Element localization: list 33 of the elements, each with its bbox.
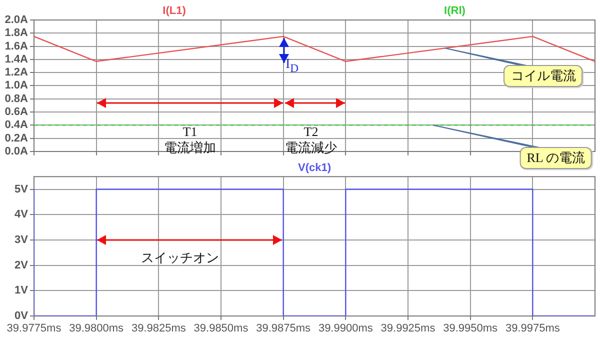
series-label: V(ck1): [298, 162, 332, 174]
x-tick-label: 39.9925ms: [380, 322, 436, 335]
y-tick-label: 1.6A: [4, 40, 28, 52]
text: I(Rl): [444, 5, 466, 17]
y-tick-label: 3V: [14, 234, 29, 246]
annotation: I$_{D}$: [285, 57, 299, 77]
y-tick-label: 0.6A: [4, 106, 28, 118]
annotation: スイッチオン: [141, 250, 219, 266]
y-tick-label: 0.2A: [4, 132, 28, 144]
y-tick-label: 4V: [14, 208, 29, 221]
x-tick-label: 39.9950ms: [443, 322, 498, 335]
y-tick-label: 1.8A: [4, 27, 28, 40]
y-tick-label: 0V: [14, 310, 29, 322]
y-tick-label: 1V: [14, 284, 29, 297]
y-tick-label: 0.8A: [4, 92, 28, 105]
x-tick-label: 39.9975ms: [505, 322, 560, 335]
x-tick-label: 39.9875ms: [256, 322, 312, 335]
y-tick-label: 2V: [14, 259, 29, 272]
y-tick-label: 1.0A: [4, 80, 28, 92]
annotation: RL の電流: [520, 147, 592, 170]
y-tick-label: 1.2A: [4, 66, 28, 79]
y-tick-label: 1.4A: [4, 53, 28, 66]
y-tick-label: 0.0A: [4, 145, 28, 158]
x-tick-label: 39.9775ms: [6, 322, 62, 335]
x-tick-label: 39.9825ms: [131, 322, 186, 335]
y-tick-label: 5V: [14, 183, 29, 196]
y-tick-label: 2.0A: [4, 14, 28, 26]
x-tick-label: 39.9800ms: [69, 322, 124, 335]
text: I(L1): [162, 5, 186, 17]
y-tick-label: 0.4A: [4, 119, 28, 132]
x-tick-label: 39.9900ms: [318, 322, 374, 335]
x-tick-label: 39.9850ms: [194, 322, 249, 335]
annotation: コイル電流: [504, 65, 583, 88]
